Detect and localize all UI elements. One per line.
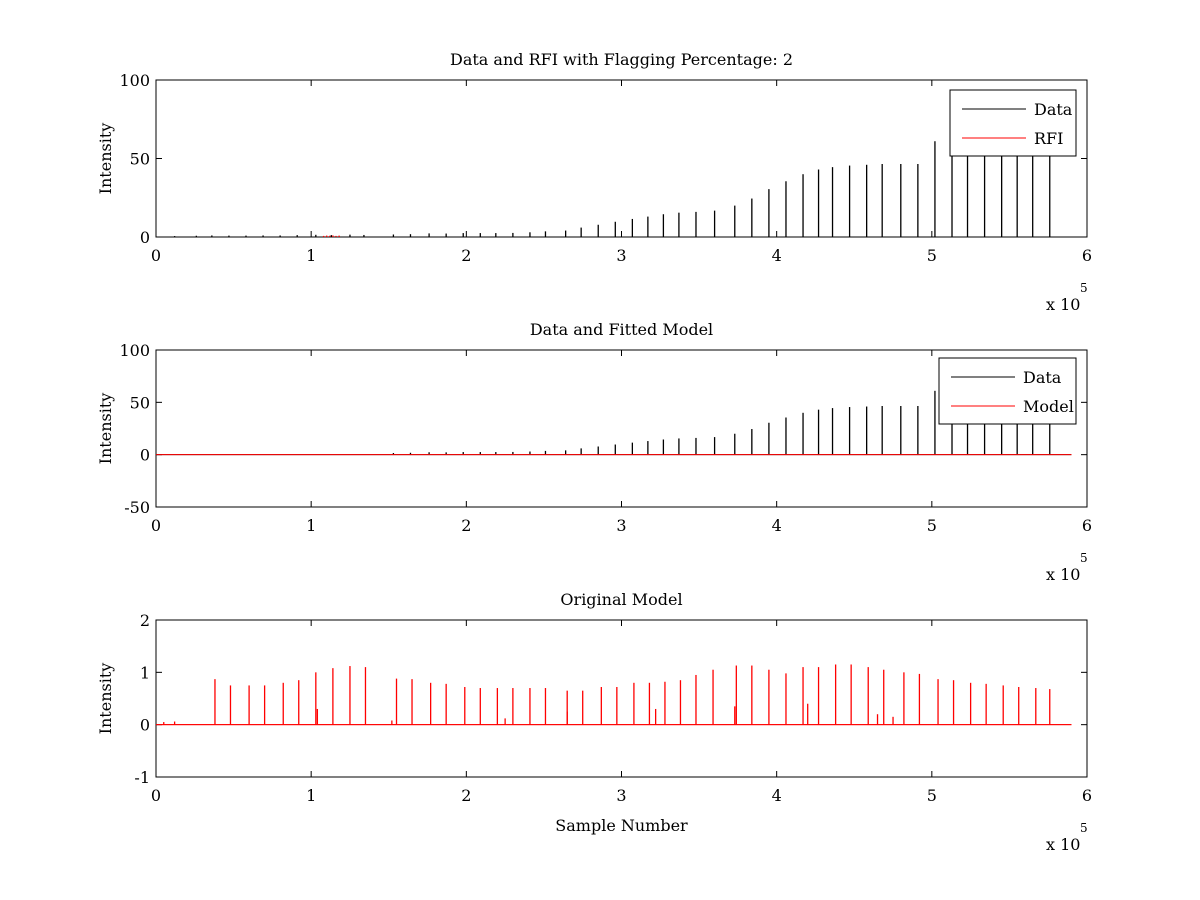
x-tick-label: 6 — [1082, 786, 1092, 805]
legend-label-rfi: RFI — [1034, 129, 1063, 148]
x-tick-label: 2 — [461, 516, 471, 535]
x-exponent-base: x 10 — [1046, 835, 1080, 854]
x-tick-label: 0 — [151, 246, 161, 265]
y-tick-label: -50 — [124, 498, 150, 517]
legend-label-model: Model — [1023, 397, 1074, 416]
x-exponent-base: x 10 — [1046, 565, 1080, 584]
y-axis-label: Intensity — [96, 663, 115, 735]
x-tick-label: 4 — [772, 516, 782, 535]
x-tick-label: 5 — [927, 516, 937, 535]
x-axis-label: Sample Number — [555, 816, 688, 835]
x-tick-label: 1 — [306, 516, 316, 535]
chart-title: Original Model — [560, 590, 682, 609]
plot-area — [156, 390, 1072, 456]
y-axis-label: Intensity — [96, 393, 115, 465]
plot-area — [156, 141, 1072, 237]
y-tick-label: 1 — [140, 663, 150, 682]
x-tick-label: 0 — [151, 786, 161, 805]
y-tick-label: 50 — [130, 393, 150, 412]
legend-box — [938, 357, 1077, 425]
x-exponent-power: 5 — [1080, 281, 1088, 295]
x-tick-label: 4 — [772, 786, 782, 805]
y-tick-label: 50 — [130, 150, 150, 169]
series-data — [156, 390, 1072, 456]
series-line-1 — [163, 703, 894, 725]
series-data — [156, 141, 1072, 237]
x-tick-label: 5 — [927, 246, 937, 265]
legend-label-data: Data — [1023, 368, 1062, 387]
x-tick-label: 5 — [927, 786, 937, 805]
legend-box — [949, 89, 1077, 157]
x-exponent-power: 5 — [1080, 821, 1088, 835]
x-exponent-power: 5 — [1080, 551, 1088, 565]
axes-box — [155, 79, 1088, 238]
y-tick-label: 100 — [119, 71, 150, 90]
x-tick-label: 3 — [616, 246, 626, 265]
x-tick-label: 6 — [1082, 516, 1092, 535]
x-tick-label: 6 — [1082, 246, 1092, 265]
series-rfi — [322, 235, 340, 237]
y-axis-label: Intensity — [96, 123, 115, 195]
legend: Data RFI — [949, 89, 1077, 157]
y-tick-label: 0 — [140, 228, 150, 247]
y-tick-label: 100 — [119, 341, 150, 360]
x-tick-label: 1 — [306, 786, 316, 805]
chart-title: Data and RFI with Flagging Percentage: 2 — [450, 50, 793, 69]
legend-label-data: Data — [1034, 100, 1073, 119]
plot-area — [156, 664, 1072, 726]
x-tick-label: 1 — [306, 246, 316, 265]
x-tick-label: 2 — [461, 786, 471, 805]
y-tick-label: -1 — [134, 768, 150, 787]
x-tick-label: 3 — [616, 516, 626, 535]
y-tick-label: 0 — [140, 446, 150, 465]
series-line-0 — [156, 664, 1072, 726]
x-tick-label: 0 — [151, 516, 161, 535]
x-tick-label: 2 — [461, 246, 471, 265]
y-tick-label: 0 — [140, 716, 150, 735]
x-tick-label: 4 — [772, 246, 782, 265]
subplot-1: Data and RFI with Flagging Percentage: 2… — [96, 50, 1092, 314]
y-tick-label: 2 — [140, 611, 150, 630]
chart-title: Data and Fitted Model — [530, 320, 713, 339]
legend: Data Model — [938, 357, 1077, 425]
axes-box — [155, 619, 1088, 778]
x-exponent-base: x 10 — [1046, 295, 1080, 314]
x-tick-label: 3 — [616, 786, 626, 805]
